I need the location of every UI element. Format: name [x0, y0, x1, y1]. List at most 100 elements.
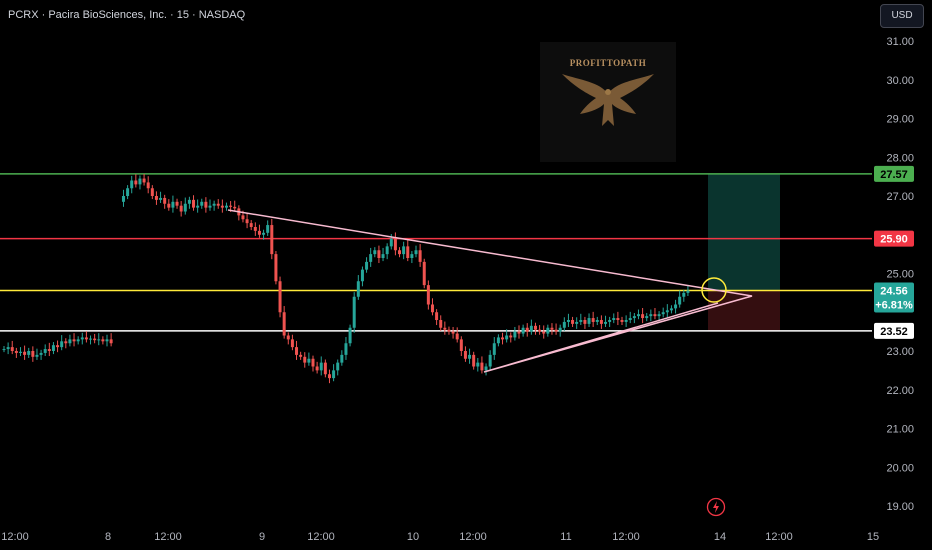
- candle-body: [60, 341, 64, 348]
- triangle-lines: [227, 209, 753, 373]
- price-tick-label: 19.00: [886, 501, 914, 513]
- time-axis[interactable]: 12:00 8 12:00 9 12:00 10 12:00 11 12:00 14 12:00 15: [1, 531, 879, 543]
- candle-body: [47, 349, 51, 351]
- candle-body: [595, 320, 599, 322]
- candle-body: [356, 281, 360, 297]
- candle-body: [18, 351, 22, 353]
- candle-body: [435, 312, 439, 320]
- candle-body: [542, 331, 546, 334]
- candle-body: [492, 343, 496, 355]
- candle-body: [192, 199, 196, 208]
- candle-body: [604, 321, 608, 324]
- candle-body: [224, 205, 228, 208]
- candle-body: [599, 320, 603, 324]
- candle-body: [278, 281, 282, 313]
- candle-body: [270, 225, 274, 255]
- candle-body: [509, 335, 513, 338]
- candle-body: [566, 320, 570, 322]
- candle-body: [43, 349, 47, 353]
- candle-body: [262, 232, 266, 235]
- candle-body: [336, 362, 340, 371]
- candle-body: [546, 327, 550, 334]
- candle-body: [159, 197, 163, 200]
- price-axis[interactable]: 31.00 30.00 29.00 28.00 27.00 25.00 23.00 22.00…: [886, 36, 914, 513]
- candlesticks: [2, 173, 690, 384]
- candle-body: [488, 354, 492, 367]
- flash-icon[interactable]: [706, 497, 726, 517]
- candle-body: [105, 339, 109, 342]
- candle-body: [538, 329, 542, 332]
- candle-body: [472, 354, 476, 367]
- candle-body: [414, 250, 418, 255]
- time-tick-label: 12:00: [459, 531, 487, 543]
- candle-body: [678, 296, 682, 305]
- candle-body: [669, 308, 673, 311]
- candle-body: [344, 343, 348, 355]
- candle-body: [373, 250, 377, 255]
- time-tick-label: 8: [105, 531, 111, 543]
- time-tick-label: 12:00: [1, 531, 29, 543]
- candle-body: [389, 238, 393, 247]
- price-tick-label: 20.00: [886, 462, 914, 474]
- candle-body: [84, 337, 88, 340]
- price-tick-label: 30.00: [886, 75, 914, 87]
- candle-body: [23, 351, 27, 355]
- candle-body: [179, 205, 183, 212]
- candle-body: [295, 347, 299, 355]
- price-tick-label: 23.00: [886, 346, 914, 358]
- candle-body: [56, 345, 60, 348]
- candle-body: [480, 362, 484, 371]
- candle-body: [661, 312, 665, 315]
- candle-body: [274, 254, 278, 282]
- candle-body: [501, 337, 505, 340]
- candle-body: [616, 318, 620, 320]
- price-change-label: +6.81%: [875, 300, 913, 312]
- logo-text: PROFITTOPATH: [569, 58, 647, 68]
- candle-body: [426, 285, 430, 305]
- candle-body: [89, 338, 93, 340]
- price-label-support: 23.52: [880, 326, 908, 338]
- candle-body: [657, 314, 661, 317]
- price-tick-label: 28.00: [886, 152, 914, 164]
- price-tick-label: 22.00: [886, 385, 914, 397]
- time-tick-label: 12:00: [612, 531, 640, 543]
- currency-button[interactable]: USD: [880, 4, 924, 28]
- price-label-bg-support: [874, 322, 914, 339]
- price-tick-label: 25.00: [886, 269, 914, 281]
- candle-body: [150, 188, 154, 196]
- candle-body: [200, 201, 204, 206]
- candle-body: [315, 366, 319, 371]
- candle-body: [93, 338, 97, 341]
- candle-body: [101, 339, 105, 342]
- candle-body: [332, 370, 336, 379]
- price-label-current: 24.56: [880, 286, 908, 298]
- candle-body: [468, 354, 472, 359]
- candle-body: [682, 292, 686, 297]
- candle-body: [505, 335, 509, 340]
- horizontal-levels: [0, 173, 872, 332]
- candle-body: [146, 182, 150, 189]
- candle-body: [393, 238, 397, 251]
- position-zones: [708, 173, 780, 331]
- candle-body: [369, 254, 373, 262]
- price-label-target: 27.57: [880, 169, 908, 181]
- candle-body: [130, 180, 134, 189]
- candle-body: [51, 345, 55, 351]
- candle-body: [496, 337, 500, 344]
- price-tick-label: 27.00: [886, 191, 914, 203]
- price-labels: 27.57 25.90 24.56 +6.81% 23.52: [874, 165, 914, 339]
- candle-body: [286, 335, 290, 340]
- candle-body: [39, 352, 43, 355]
- candle-body: [175, 201, 179, 206]
- time-tick-label: 9: [259, 531, 265, 543]
- candle-body: [27, 351, 31, 355]
- breakout-circle: [701, 277, 727, 303]
- candle-body: [571, 320, 575, 324]
- candle-body: [641, 314, 645, 319]
- candle-body: [385, 246, 389, 255]
- candle-body: [645, 316, 649, 319]
- candle-body: [134, 180, 138, 185]
- price-label-bg-resistance: [874, 230, 914, 247]
- candle-body: [14, 351, 18, 353]
